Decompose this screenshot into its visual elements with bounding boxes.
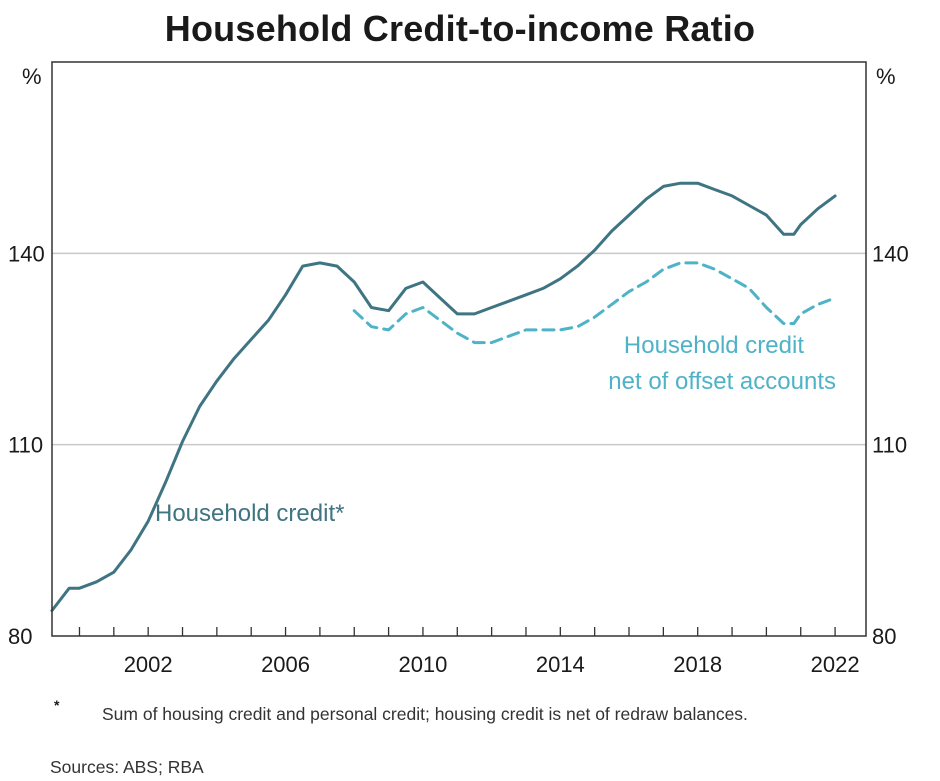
sources-text: Sources: ABS; RBA bbox=[50, 757, 204, 777]
gridlines bbox=[52, 252, 866, 446]
x-tick-label-2018: 2018 bbox=[673, 652, 722, 677]
series-label-1-line-0: Household credit bbox=[624, 332, 804, 359]
x-tick-label-2002: 2002 bbox=[124, 652, 173, 677]
tick-labels: 2002 2006 2010 2014 2018 2022 80 80 110 110 140 140… bbox=[8, 64, 909, 677]
axis-ticks bbox=[78, 627, 836, 636]
series-label-1-line-1: net of offset accounts bbox=[608, 368, 836, 395]
x-tick-label-2014: 2014 bbox=[536, 652, 585, 677]
plot-frame bbox=[51, 61, 867, 637]
footnote-marker: * bbox=[54, 697, 60, 713]
y-left-tick-label-110: 110 bbox=[8, 433, 43, 458]
y-right-tick-label-140: 140 bbox=[872, 241, 909, 266]
series-labels: Household credit* Household credit net of … bbox=[155, 332, 836, 527]
y-right-tick-label-110: 110 bbox=[872, 433, 907, 458]
chart-title: Household Credit-to-income Ratio bbox=[164, 8, 756, 49]
series-line-0 bbox=[50, 181, 837, 612]
y-left-unit: % bbox=[22, 64, 42, 89]
y-left-tick-label-80: 80 bbox=[8, 624, 32, 649]
series-label-0-line-0: Household credit* bbox=[155, 500, 344, 527]
x-tick-label-2022: 2022 bbox=[811, 652, 860, 677]
x-tick-label-2006: 2006 bbox=[261, 652, 310, 677]
y-right-tick-label-80: 80 bbox=[872, 624, 896, 649]
footnote-text: Sum of housing credit and personal credi… bbox=[102, 704, 748, 724]
y-right-unit: % bbox=[876, 64, 896, 89]
y-left-tick-label-140: 140 bbox=[8, 241, 45, 266]
series-line-1 bbox=[352, 261, 837, 345]
series-lines bbox=[50, 181, 837, 612]
x-tick-label-2010: 2010 bbox=[398, 652, 447, 677]
